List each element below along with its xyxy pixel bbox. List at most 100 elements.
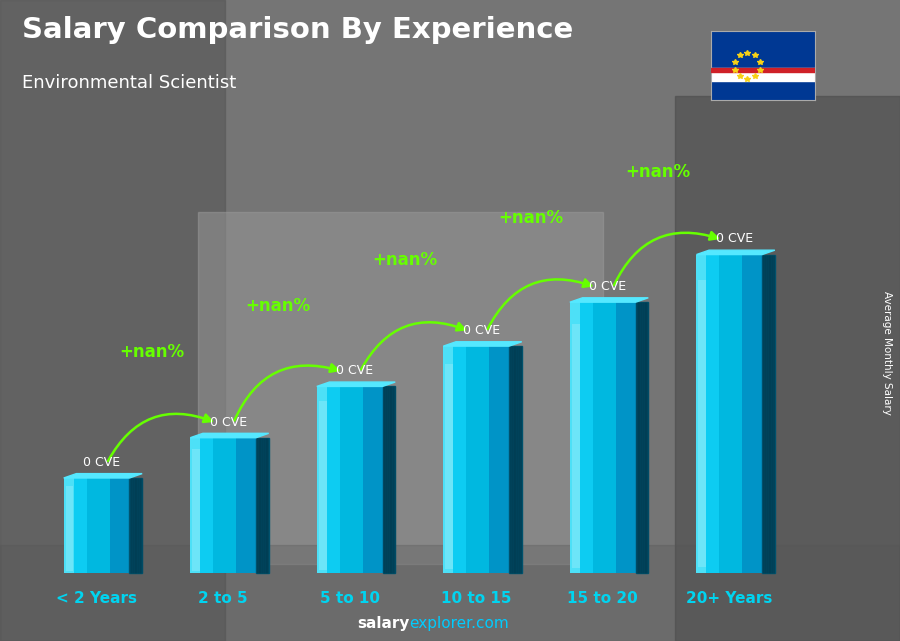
- Bar: [111, 478, 112, 573]
- Bar: [326, 387, 327, 573]
- Bar: [602, 302, 603, 573]
- Bar: [203, 438, 204, 573]
- Bar: [235, 438, 237, 573]
- Bar: [759, 254, 760, 573]
- Bar: [212, 438, 213, 573]
- Bar: [479, 346, 480, 573]
- Bar: [487, 346, 489, 573]
- Bar: [371, 387, 372, 573]
- Bar: [85, 478, 86, 573]
- Bar: [626, 302, 627, 573]
- Polygon shape: [762, 254, 775, 573]
- Bar: [207, 438, 208, 573]
- Bar: [627, 302, 628, 573]
- Bar: [475, 346, 476, 573]
- Bar: [599, 302, 601, 573]
- Bar: [325, 387, 326, 573]
- Bar: [328, 387, 329, 573]
- Bar: [98, 478, 99, 573]
- Bar: [598, 302, 599, 573]
- Bar: [713, 254, 715, 573]
- Bar: [210, 438, 212, 573]
- Bar: [222, 438, 223, 573]
- Bar: [129, 478, 130, 573]
- Bar: [327, 387, 328, 573]
- Bar: [245, 438, 247, 573]
- Bar: [213, 438, 214, 573]
- Bar: [358, 387, 360, 573]
- Bar: [718, 254, 720, 573]
- Bar: [381, 387, 382, 573]
- Bar: [356, 387, 357, 573]
- Bar: [68, 478, 69, 573]
- Text: Salary Comparison By Experience: Salary Comparison By Experience: [22, 16, 574, 44]
- Bar: [474, 346, 475, 573]
- Bar: [338, 387, 340, 573]
- Bar: [584, 302, 586, 573]
- Bar: [594, 302, 595, 573]
- Bar: [374, 387, 375, 573]
- Bar: [238, 438, 239, 573]
- Bar: [320, 387, 321, 573]
- Bar: [575, 302, 577, 573]
- Bar: [341, 387, 342, 573]
- Bar: [227, 438, 228, 573]
- Bar: [74, 478, 75, 573]
- Text: salary: salary: [357, 617, 410, 631]
- Bar: [249, 438, 251, 573]
- Bar: [625, 302, 626, 573]
- Bar: [734, 254, 735, 573]
- Bar: [604, 302, 605, 573]
- Bar: [92, 478, 94, 573]
- Bar: [323, 387, 325, 573]
- Bar: [122, 478, 123, 573]
- Polygon shape: [317, 382, 395, 387]
- Bar: [701, 254, 702, 573]
- Bar: [456, 346, 458, 573]
- Bar: [379, 387, 381, 573]
- Polygon shape: [130, 478, 142, 573]
- Bar: [224, 438, 226, 573]
- Bar: [628, 302, 629, 573]
- Bar: [613, 302, 614, 573]
- Text: +nan%: +nan%: [373, 251, 437, 269]
- Bar: [346, 387, 347, 573]
- Bar: [760, 254, 761, 573]
- Bar: [373, 387, 374, 573]
- Bar: [586, 302, 588, 573]
- Bar: [578, 302, 579, 573]
- Bar: [114, 478, 115, 573]
- Bar: [234, 438, 236, 573]
- Bar: [195, 438, 197, 573]
- Bar: [214, 438, 216, 573]
- Bar: [716, 254, 717, 573]
- Bar: [481, 346, 482, 573]
- Bar: [321, 387, 322, 573]
- Bar: [609, 302, 611, 573]
- Bar: [200, 438, 202, 573]
- Bar: [477, 346, 479, 573]
- Bar: [606, 302, 608, 573]
- Bar: [608, 302, 609, 573]
- Bar: [362, 387, 363, 573]
- Bar: [94, 478, 95, 573]
- Bar: [333, 387, 335, 573]
- Bar: [446, 346, 448, 573]
- Bar: [482, 346, 484, 573]
- Text: 0 CVE: 0 CVE: [463, 324, 500, 337]
- Bar: [104, 478, 105, 573]
- Bar: [445, 346, 446, 573]
- Bar: [491, 346, 493, 573]
- Bar: [238, 438, 239, 573]
- Bar: [365, 387, 366, 573]
- Bar: [595, 302, 597, 573]
- Bar: [724, 254, 725, 573]
- Bar: [65, 478, 66, 573]
- Text: 0 CVE: 0 CVE: [210, 415, 247, 429]
- Bar: [589, 302, 590, 573]
- Bar: [120, 478, 121, 573]
- Bar: [193, 438, 194, 573]
- Bar: [328, 387, 330, 573]
- Bar: [240, 438, 242, 573]
- Bar: [344, 387, 346, 573]
